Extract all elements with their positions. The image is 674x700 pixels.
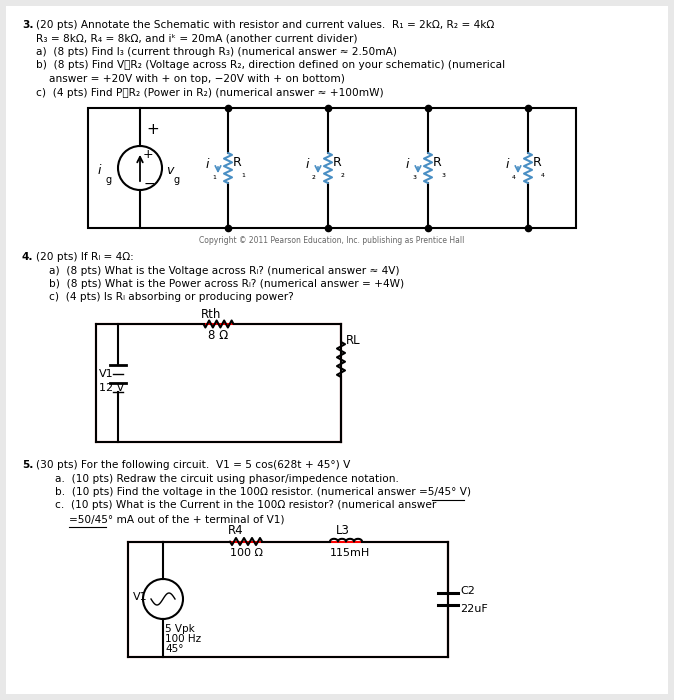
Text: i: i <box>306 158 309 172</box>
Text: (20 pts) Annotate the Schematic with resistor and current values.  R₁ = 2kΩ, R₂ : (20 pts) Annotate the Schematic with res… <box>36 20 494 30</box>
Text: RL: RL <box>346 334 361 347</box>
Text: g: g <box>105 175 111 185</box>
Text: V1: V1 <box>99 369 114 379</box>
Text: answer = +20V with + on top, −20V with + on bottom): answer = +20V with + on top, −20V with +… <box>49 74 345 84</box>
Text: v: v <box>166 164 173 176</box>
Text: 3.: 3. <box>22 20 34 30</box>
Text: g: g <box>174 175 180 185</box>
Text: (30 pts) For the following circuit.  V1 = 5 cos(628t + 45°) V: (30 pts) For the following circuit. V1 =… <box>36 460 350 470</box>
Text: R4: R4 <box>228 524 243 536</box>
Text: c.  (10 pts) What is the Current in the 100Ω resistor? (numerical answer: c. (10 pts) What is the Current in the 1… <box>55 500 436 510</box>
Text: Rth: Rth <box>200 308 221 321</box>
Text: c)  (4 pts) Find PᴯR₂ (Power in R₂) (numerical answer ≈ +100mW): c) (4 pts) Find PᴯR₂ (Power in R₂) (nume… <box>36 88 384 97</box>
Text: +: + <box>146 122 159 137</box>
Text: ₂: ₂ <box>312 171 316 181</box>
Text: i: i <box>506 158 510 172</box>
Text: a.  (10 pts) Redraw the circuit using phasor/impedence notation.: a. (10 pts) Redraw the circuit using pha… <box>55 473 399 484</box>
Text: ₂: ₂ <box>341 169 345 179</box>
Text: ₃: ₃ <box>412 171 416 181</box>
Text: ₁: ₁ <box>241 169 245 179</box>
Text: ₁: ₁ <box>212 171 216 181</box>
Text: Copyright © 2011 Pearson Education, Inc. publishing as Prentice Hall: Copyright © 2011 Pearson Education, Inc.… <box>200 236 464 245</box>
Text: 45°: 45° <box>165 644 183 654</box>
Text: 100 Ω: 100 Ω <box>230 547 263 557</box>
Text: b)  (8 pts) What is the Power across Rₗ? (numerical answer = +4W): b) (8 pts) What is the Power across Rₗ? … <box>49 279 404 289</box>
Text: R: R <box>533 157 542 169</box>
Text: b)  (8 pts) Find VᴯR₂ (Voltage across R₂, direction defined on your schematic) (: b) (8 pts) Find VᴯR₂ (Voltage across R₂,… <box>36 60 505 71</box>
Text: a)  (8 pts) Find I₃ (current through R₃) (numerical answer ≈ 2.50mA): a) (8 pts) Find I₃ (current through R₃) … <box>36 47 397 57</box>
Text: i: i <box>98 164 102 178</box>
Text: (20 pts) If Rₗ = 4Ω:: (20 pts) If Rₗ = 4Ω: <box>36 252 133 262</box>
Text: 8 Ω: 8 Ω <box>208 329 228 342</box>
Text: =50/45° mA out of the + terminal of V1): =50/45° mA out of the + terminal of V1) <box>69 514 284 524</box>
Text: 22uF: 22uF <box>460 604 488 614</box>
Text: a)  (8 pts) What is the Voltage across Rₗ? (numerical answer ≈ 4V): a) (8 pts) What is the Voltage across Rₗ… <box>49 265 400 276</box>
Text: b.  (10 pts) Find the voltage in the 100Ω resistor. (numerical answer =5/45° V): b. (10 pts) Find the voltage in the 100Ω… <box>55 487 471 497</box>
Text: ₃: ₃ <box>441 169 445 179</box>
Text: 5.: 5. <box>22 460 34 470</box>
Text: 5 Vpk: 5 Vpk <box>165 624 195 634</box>
Text: i: i <box>206 158 210 172</box>
Text: R: R <box>233 157 242 169</box>
Text: −: − <box>144 177 156 191</box>
Text: C2: C2 <box>460 586 475 596</box>
Text: R: R <box>433 157 441 169</box>
Text: R: R <box>333 157 342 169</box>
Text: 100 Hz: 100 Hz <box>165 634 201 644</box>
Text: ₄: ₄ <box>512 171 516 181</box>
Text: ₄: ₄ <box>541 169 545 179</box>
Text: +: + <box>143 148 154 160</box>
Text: V1: V1 <box>133 592 148 602</box>
Text: R₃ = 8kΩ, R₄ = 8kΩ, and iᵏ = 20mA (another current divider): R₃ = 8kΩ, R₄ = 8kΩ, and iᵏ = 20mA (anoth… <box>36 34 357 43</box>
Text: L3: L3 <box>336 524 350 536</box>
Bar <box>128 542 448 657</box>
Bar <box>88 108 576 228</box>
Text: 115mH: 115mH <box>330 547 370 557</box>
Text: c)  (4 pts) Is Rₗ absorbing or producing power?: c) (4 pts) Is Rₗ absorbing or producing … <box>49 293 294 302</box>
Bar <box>96 324 341 442</box>
Text: 4.: 4. <box>22 252 34 262</box>
Text: 12 V: 12 V <box>99 383 124 393</box>
Text: i: i <box>406 158 410 172</box>
